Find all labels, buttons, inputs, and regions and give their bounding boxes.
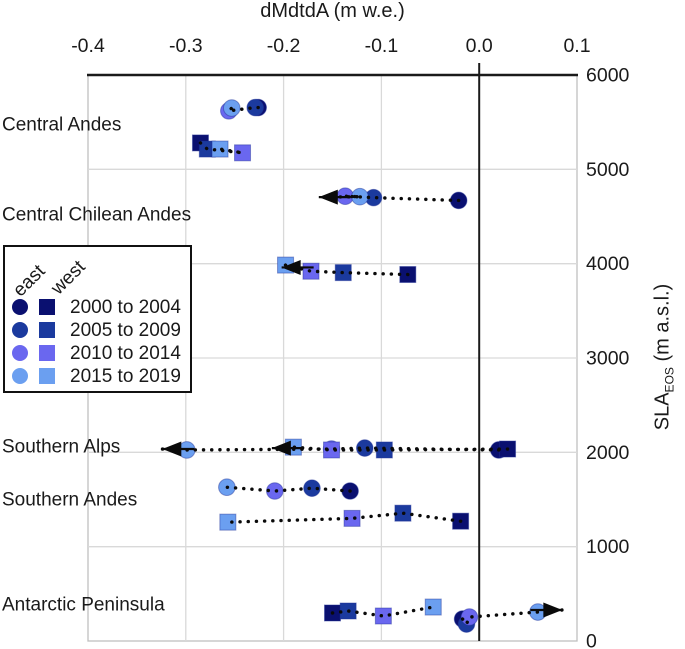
y-axis-title-unit: (m a.s.l.) bbox=[651, 283, 674, 368]
legend: east west 2000 to 2004 2005 to 2009 2010 t… bbox=[3, 245, 192, 393]
legend-circle-east-icon bbox=[12, 345, 28, 361]
y-tick-label: 4000 bbox=[586, 253, 630, 275]
arrow-left-icon bbox=[271, 440, 291, 456]
legend-circle-east-icon bbox=[12, 368, 28, 384]
y-tick-label: 2000 bbox=[586, 442, 630, 464]
marker-circle-east bbox=[355, 439, 374, 457]
y-tick-label: 1000 bbox=[586, 536, 630, 558]
legend-circle-east-icon bbox=[12, 322, 28, 338]
legend-row: 2015 to 2019 bbox=[12, 365, 181, 387]
trend-line-central-andes-east bbox=[223, 105, 260, 114]
series-southern-andes-east bbox=[218, 478, 359, 500]
marker-circle-east bbox=[460, 608, 479, 626]
legend-row: 2005 to 2009 bbox=[12, 319, 181, 341]
legend-circle-east-icon bbox=[12, 299, 28, 315]
legend-row: 2010 to 2014 bbox=[12, 342, 181, 364]
y-tick-label: 3000 bbox=[586, 348, 630, 370]
trend-line-antarctic-peninsula-west bbox=[330, 605, 435, 618]
x-axis-title: dMdtdA (m w.e.) bbox=[260, 0, 405, 22]
y-tick-label: 0 bbox=[586, 631, 597, 649]
arrow-left-icon bbox=[318, 189, 338, 205]
trend-line-southern-andes-east bbox=[225, 485, 352, 493]
series-southern-andes-west bbox=[219, 504, 470, 531]
trend-line-central-chilean-andes-west bbox=[279, 263, 410, 277]
region-label-southern-andes: Southern Andes bbox=[2, 490, 137, 511]
arrow-right-icon bbox=[543, 602, 563, 618]
x-tick-label: -0.4 bbox=[71, 35, 105, 57]
x-tick-label: 0.0 bbox=[466, 35, 493, 57]
arrow-left-icon bbox=[162, 441, 182, 457]
trend-line-central-andes-west bbox=[198, 141, 243, 155]
region-label-central-chilean-andes: Central Chilean Andes bbox=[2, 205, 191, 226]
marker-square-west bbox=[211, 140, 229, 158]
legend-square-west-icon bbox=[39, 322, 55, 338]
marker-square-west bbox=[323, 441, 341, 459]
region-label-central-andes: Central Andes bbox=[2, 115, 121, 136]
y-axis-title-main: SLA bbox=[651, 392, 674, 431]
marker-square-west bbox=[374, 607, 392, 625]
x-tick-label: -0.3 bbox=[169, 35, 203, 57]
y-tick-label: 5000 bbox=[586, 159, 630, 181]
series-markers bbox=[177, 98, 547, 633]
legend-square-west-icon bbox=[39, 368, 55, 384]
series-antarctic-peninsula-east bbox=[453, 603, 547, 633]
legend-header-west: west bbox=[47, 256, 90, 300]
arrow-left-icon bbox=[281, 259, 301, 275]
marker-circle-east bbox=[303, 479, 321, 497]
legend-rows: 2000 to 2004 2005 to 2009 2010 to 2014 2015… bbox=[12, 296, 181, 387]
y-axis-title: SLAEOS (m a.s.l.) bbox=[652, 284, 677, 431]
marker-square-west bbox=[343, 509, 361, 527]
region-label-antarctic-peninsula: Antarctic Peninsula bbox=[2, 595, 165, 616]
marker-square-west bbox=[234, 144, 252, 162]
y-tick-labels: 6000 5000 4000 3000 2000 1000 0 bbox=[586, 65, 630, 649]
legend-square-west-icon bbox=[39, 345, 55, 361]
x-tick-labels: -0.4 -0.3 -0.2 -0.1 0.0 0.1 bbox=[71, 35, 590, 57]
legend-square-west-icon bbox=[39, 299, 55, 315]
marker-square-west bbox=[219, 513, 237, 531]
marker-circle-east bbox=[246, 98, 265, 117]
legend-period-label: 2005 to 2009 bbox=[70, 319, 181, 341]
y-axis-title-subscript: EOS bbox=[662, 367, 677, 393]
legend-period-label: 2000 to 2004 bbox=[70, 296, 181, 318]
x-tick-label: -0.2 bbox=[267, 35, 301, 57]
x-tick-label: -0.1 bbox=[365, 35, 399, 57]
legend-header-east: east bbox=[9, 260, 50, 302]
marker-square-west bbox=[424, 598, 442, 616]
region-labels: Central Andes Central Chilean Andes Southe… bbox=[2, 115, 191, 616]
legend-period-label: 2010 to 2014 bbox=[70, 342, 181, 364]
y-tick-label: 6000 bbox=[586, 65, 630, 87]
trend-line-southern-andes-west bbox=[226, 511, 463, 524]
legend-period-label: 2015 to 2019 bbox=[70, 365, 181, 387]
region-label-southern-alps: Southern Alps bbox=[2, 437, 120, 458]
legend-row: 2000 to 2004 bbox=[12, 296, 181, 318]
x-tick-label: 0.1 bbox=[563, 35, 590, 57]
arrows bbox=[162, 189, 563, 618]
